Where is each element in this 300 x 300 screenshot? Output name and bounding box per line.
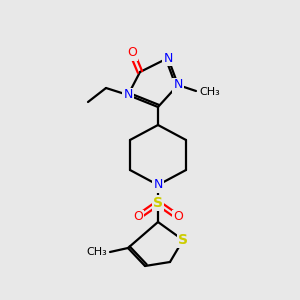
Text: O: O xyxy=(173,211,183,224)
Text: N: N xyxy=(163,52,173,64)
Text: O: O xyxy=(133,211,143,224)
Text: N: N xyxy=(123,88,133,101)
Text: CH₃: CH₃ xyxy=(86,247,107,257)
Text: O: O xyxy=(127,46,137,59)
Text: S: S xyxy=(178,233,188,247)
Text: S: S xyxy=(153,196,163,210)
Text: N: N xyxy=(153,178,163,191)
Text: CH₃: CH₃ xyxy=(199,87,220,97)
Text: N: N xyxy=(173,79,183,92)
